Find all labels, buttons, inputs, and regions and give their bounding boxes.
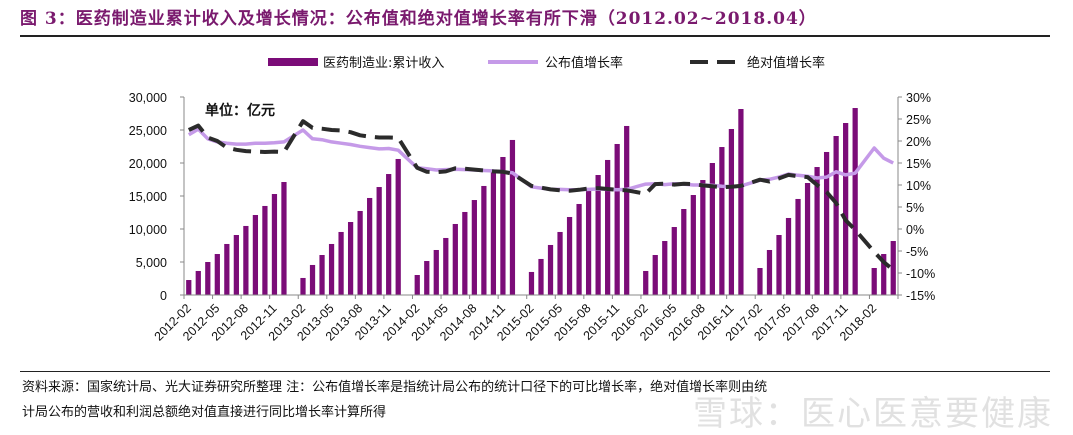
bar bbox=[843, 123, 848, 295]
bar bbox=[557, 232, 562, 295]
legend-label-absolute: 绝对值增长率 bbox=[747, 55, 825, 71]
bar bbox=[215, 254, 220, 295]
bar bbox=[253, 215, 258, 295]
bar bbox=[196, 271, 201, 295]
bar bbox=[348, 222, 353, 295]
legend: 医药制造业:累计收入 公布值增长率 绝对值增长率 bbox=[268, 55, 825, 71]
bar bbox=[338, 232, 343, 295]
bar bbox=[586, 190, 591, 295]
bar bbox=[576, 204, 581, 295]
right-tick-label: 0% bbox=[906, 223, 924, 237]
bar bbox=[538, 259, 543, 295]
bar bbox=[281, 182, 286, 295]
right-tick-label: -10% bbox=[906, 267, 935, 281]
legend-label-revenue: 医药制造业:累计收入 bbox=[323, 56, 444, 71]
bar bbox=[234, 235, 239, 295]
bar bbox=[424, 261, 429, 295]
bar bbox=[767, 250, 772, 295]
left-tick-label: 20,000 bbox=[129, 157, 167, 171]
bar bbox=[300, 278, 305, 295]
right-tick-label: 5% bbox=[906, 201, 924, 215]
right-tick-label: 20% bbox=[906, 135, 931, 149]
bar bbox=[805, 183, 810, 295]
bar bbox=[367, 198, 372, 295]
bar bbox=[443, 238, 448, 295]
bar bbox=[729, 129, 734, 295]
legend-label-published: 公布值增长率 bbox=[545, 55, 623, 71]
bar bbox=[377, 187, 382, 295]
footnote-divider bbox=[20, 371, 1050, 372]
bar bbox=[548, 245, 553, 295]
bar bbox=[624, 126, 629, 295]
watermark: 雪球：医心医意要健康 bbox=[693, 386, 1053, 435]
bar bbox=[529, 272, 534, 295]
bar bbox=[653, 255, 658, 295]
bar bbox=[824, 152, 829, 295]
right-tick-label: 25% bbox=[906, 113, 931, 127]
bar bbox=[757, 268, 762, 295]
bar bbox=[681, 209, 686, 295]
right-tick-label: -15% bbox=[906, 289, 935, 303]
bar bbox=[662, 241, 667, 295]
bar bbox=[853, 108, 858, 295]
axes: 0 5,000 10,000 15,000 20,000 25,000 30,000 -15%… bbox=[129, 91, 935, 344]
bar bbox=[776, 235, 781, 295]
bar bbox=[462, 212, 467, 295]
bar bbox=[567, 217, 572, 295]
bar bbox=[329, 244, 334, 295]
bar bbox=[272, 194, 277, 295]
bar bbox=[491, 172, 496, 295]
bar bbox=[510, 140, 515, 295]
bar bbox=[710, 163, 715, 295]
bar bbox=[481, 186, 486, 295]
left-tick-label: 10,000 bbox=[129, 223, 167, 237]
bar bbox=[605, 160, 610, 295]
right-tick-label: 15% bbox=[906, 157, 931, 171]
bar bbox=[786, 218, 791, 295]
bar bbox=[719, 147, 724, 295]
bar bbox=[186, 280, 191, 295]
bar bbox=[500, 157, 505, 295]
bar bbox=[834, 136, 839, 295]
footnote-line-1: 资料来源：国家统计局、光大证券研究所整理 注：公布值增长率是指统计局公布的统计口… bbox=[22, 376, 767, 395]
bar bbox=[872, 268, 877, 295]
bar bbox=[891, 241, 896, 295]
left-tick-label: 5,000 bbox=[136, 256, 167, 270]
bar bbox=[224, 244, 229, 295]
bar bbox=[615, 144, 620, 295]
bar bbox=[643, 271, 648, 295]
left-tick-label: 0 bbox=[160, 289, 167, 303]
bar bbox=[691, 195, 696, 295]
bar bbox=[434, 250, 439, 295]
right-tick-label: -5% bbox=[906, 245, 928, 259]
bar bbox=[672, 227, 677, 295]
left-tick-label: 30,000 bbox=[129, 91, 167, 105]
bar bbox=[310, 265, 315, 295]
bar bbox=[415, 275, 420, 295]
bar bbox=[700, 180, 705, 295]
bar bbox=[472, 200, 477, 295]
bar bbox=[453, 224, 458, 295]
bar bbox=[358, 211, 363, 295]
bar bbox=[795, 199, 800, 295]
bar bbox=[596, 175, 601, 295]
bar bbox=[243, 226, 248, 295]
bar bbox=[319, 255, 324, 295]
bar bbox=[205, 262, 210, 295]
footnote-line-2: 计局公布的营收和利润总额绝对值直接进行同比增长率计算所得 bbox=[22, 401, 386, 420]
bar bbox=[262, 206, 267, 295]
bar bbox=[396, 159, 401, 295]
left-tick-label: 25,000 bbox=[129, 124, 167, 138]
right-tick-label: 10% bbox=[906, 179, 931, 193]
bar bbox=[386, 174, 391, 295]
right-tick-label: 30% bbox=[906, 91, 931, 105]
legend-swatch-bar bbox=[268, 58, 318, 66]
left-tick-label: 15,000 bbox=[129, 190, 167, 204]
bar bbox=[738, 109, 743, 295]
